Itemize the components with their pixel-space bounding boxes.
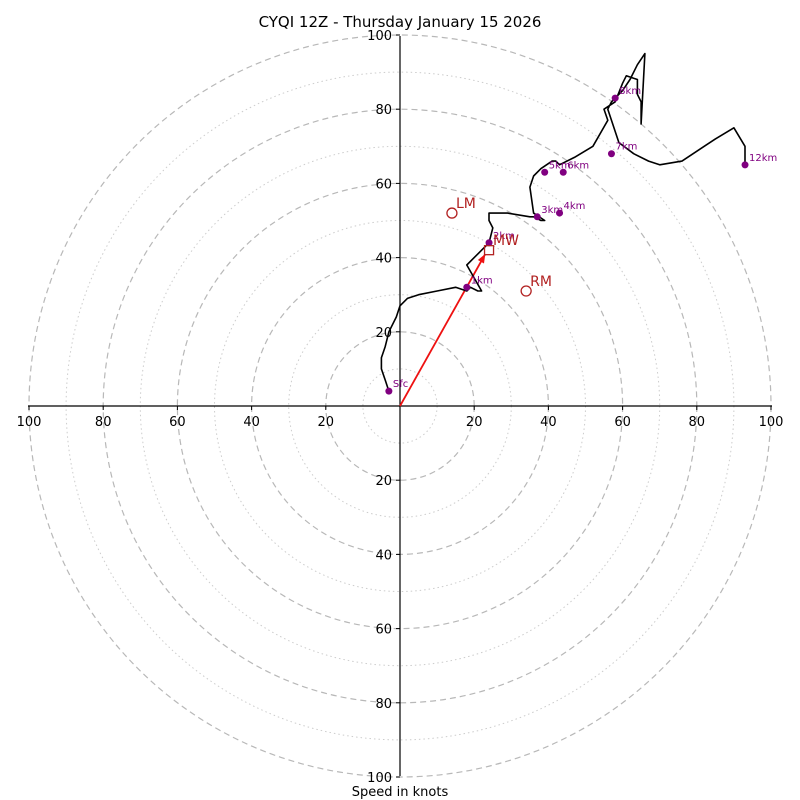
y-tick-label-up-60: 60 xyxy=(375,177,392,192)
height-label-2km: 2km xyxy=(493,231,515,242)
motion-layer: LM RM MW xyxy=(446,196,552,297)
x-tick-label-left-40: 40 xyxy=(243,415,260,430)
storm-motion-vector xyxy=(399,253,487,407)
chart-title: CYQI 12Z - Thursday January 15 2026 xyxy=(259,13,542,31)
storm-marker-lm xyxy=(446,207,458,219)
height-marker-7km xyxy=(607,150,615,158)
height-label-12km: 12km xyxy=(749,153,777,164)
height-label-sfc: Sfc xyxy=(393,379,408,390)
height-marker-3km xyxy=(533,213,541,221)
height-marker-4km xyxy=(556,209,564,217)
height-label-6km: 6km xyxy=(567,160,589,171)
storm-marker-rm xyxy=(520,285,532,297)
vector-layer xyxy=(399,253,487,407)
x-tick-label-right-100: 100 xyxy=(759,415,784,430)
x-tick-label-right-40: 40 xyxy=(540,415,557,430)
storm-marker-mw xyxy=(483,245,495,256)
height-marker-6km xyxy=(559,168,567,176)
y-tick-label-down-40: 40 xyxy=(375,548,392,563)
ticks-layer: 100 80 60 40 20 20 40 60 80 100 20 40 60 80 100 20 40 60 8… xyxy=(17,29,784,786)
x-tick-label-left-80: 80 xyxy=(95,415,112,430)
height-label-5km: 5km xyxy=(549,160,571,171)
height-marker-8km xyxy=(611,94,619,102)
storm-label-lm: LM xyxy=(456,196,476,212)
hodograph-trace-line xyxy=(380,52,746,392)
storm-label-rm: RM xyxy=(530,274,552,290)
height-label-8km: 8km xyxy=(619,86,641,97)
y-tick-label-down-20: 20 xyxy=(375,474,392,489)
storm-label-mw: MW xyxy=(493,233,519,249)
x-tick-label-left-20: 20 xyxy=(318,415,335,430)
height-label-7km: 7km xyxy=(615,142,637,153)
x-tick-label-left-60: 60 xyxy=(169,415,186,430)
height-label-3km: 3km xyxy=(541,205,563,216)
y-tick-label-down-60: 60 xyxy=(375,623,392,638)
height-marker-12km xyxy=(741,161,749,169)
height-label-1km: 1km xyxy=(471,275,493,286)
height-marker-1km xyxy=(463,283,471,291)
height-marker-sfc xyxy=(385,387,393,395)
x-tick-label-right-20: 20 xyxy=(466,415,483,430)
y-tick-label-down-80: 80 xyxy=(375,697,392,712)
height-label-4km: 4km xyxy=(564,201,586,212)
y-tick-label-up-80: 80 xyxy=(375,103,392,118)
trace-layer xyxy=(380,52,746,392)
height-marker-5km xyxy=(541,168,549,176)
y-tick-label-up-20: 20 xyxy=(375,326,392,341)
x-tick-label-right-80: 80 xyxy=(689,415,706,430)
x-axis-label: Speed in knots xyxy=(352,785,449,800)
y-tick-label-down-100: 100 xyxy=(367,771,392,786)
height-marker-2km xyxy=(485,239,493,247)
storm-motion-arrowhead xyxy=(477,253,486,264)
x-tick-label-right-60: 60 xyxy=(614,415,631,430)
y-tick-label-up-100: 100 xyxy=(367,29,392,44)
x-tick-label-left-100: 100 xyxy=(17,415,42,430)
y-tick-label-up-40: 40 xyxy=(375,252,392,267)
